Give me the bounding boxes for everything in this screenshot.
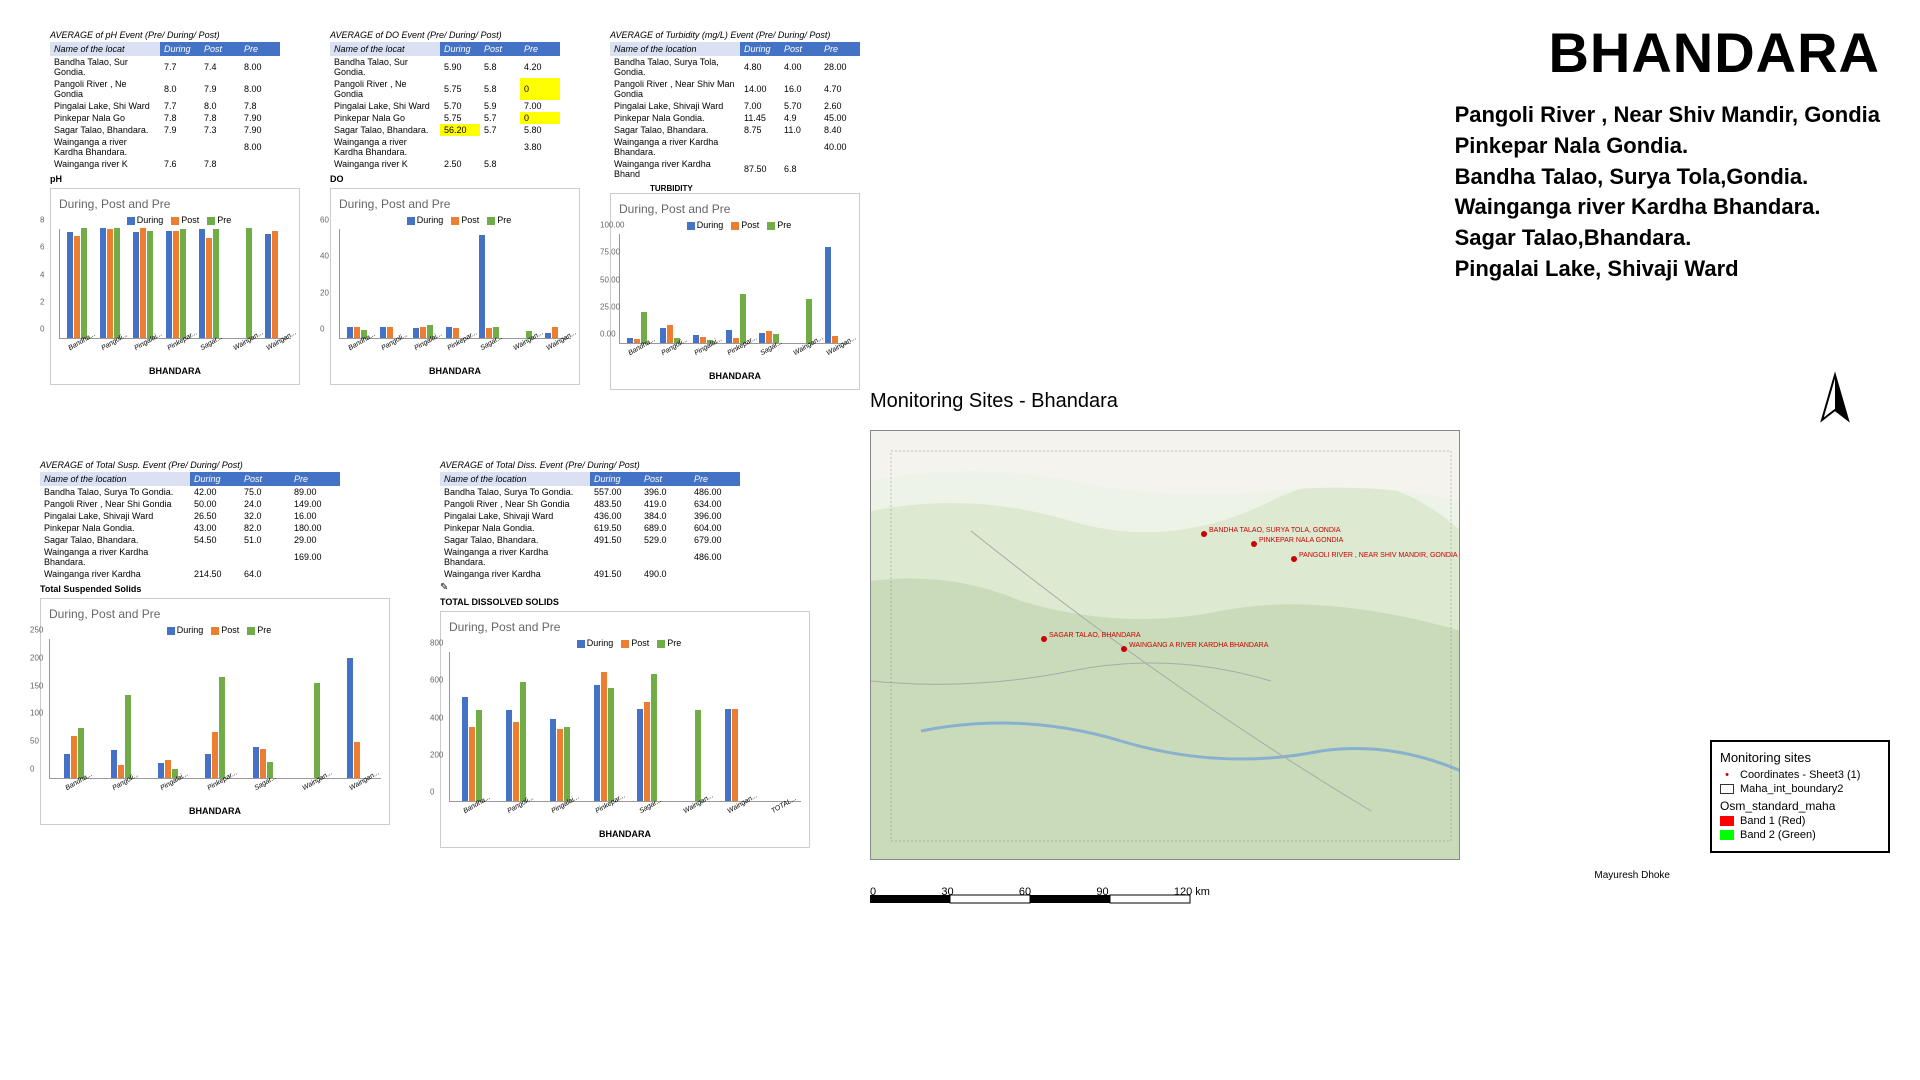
map-legend: Monitoring sites•Coordinates - Sheet3 (1… — [1710, 740, 1890, 853]
page-title: BHANDARA — [1548, 20, 1880, 85]
map-title: Monitoring Sites - Bhandara — [870, 390, 1118, 413]
data-table: AVERAGE of DO Event (Pre/ During/ Post)N… — [330, 30, 580, 170]
chart: During, Post and PreDuringPostPre02468Ba… — [50, 188, 300, 385]
data-table: AVERAGE of Total Susp. Event (Pre/ Durin… — [40, 460, 400, 580]
chart: During, Post and PreDuringPostPre0204060… — [330, 188, 580, 385]
chart: During, Post and PreDuringPostPre0200400… — [440, 611, 810, 848]
data-table: AVERAGE of Turbidity (mg/L) Event (Pre/ … — [610, 30, 870, 180]
data-table: AVERAGE of pH Event (Pre/ During/ Post)N… — [50, 30, 300, 170]
compass-icon — [1810, 370, 1860, 440]
site-list: Pangoli River , Near Shiv Mandir, Gondia… — [1455, 100, 1880, 285]
credit: Mayuresh Dhoke — [1594, 870, 1670, 881]
chart: During, Post and PreDuringPostPre0501001… — [40, 598, 390, 825]
scale-bar: 0306090120 km — [870, 885, 1270, 898]
map: BANDHA TALAO, SURYA TOLA, GONDIAPINKEPAR… — [870, 430, 1460, 860]
tds-section: AVERAGE of Total Diss. Event (Pre/ Durin… — [440, 460, 820, 848]
turbidity-section: AVERAGE of Turbidity (mg/L) Event (Pre/ … — [610, 30, 870, 390]
do-section: AVERAGE of DO Event (Pre/ During/ Post)N… — [330, 30, 580, 385]
ph-section: AVERAGE of pH Event (Pre/ During/ Post)N… — [50, 30, 300, 385]
data-table: AVERAGE of Total Diss. Event (Pre/ Durin… — [440, 460, 820, 580]
tss-section: AVERAGE of Total Susp. Event (Pre/ Durin… — [40, 460, 400, 825]
chart: During, Post and PreDuringPostPre0.0025.… — [610, 193, 860, 390]
